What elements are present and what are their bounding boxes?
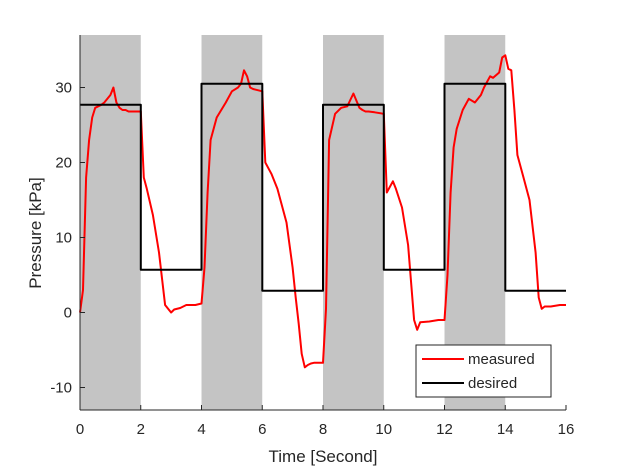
y-tick-label: 20 [55,155,72,172]
ticks: 0 2 4 6 8 10 12 14 16 -10 0 10 20 30 [50,80,574,439]
x-tick-label: 8 [319,421,327,438]
x-axis-label: Time [Second] [269,447,378,466]
y-axis-label: Pressure [kPa] [26,177,45,289]
y-tick-label: 0 [64,305,72,322]
shaded-interval-2 [323,35,384,410]
x-tick-label: 12 [436,421,453,438]
shaded-interval-1 [201,35,263,410]
x-tick-label: 4 [197,421,205,438]
y-tick-label: -10 [50,380,72,397]
x-tick-label: 0 [76,421,84,438]
legend: measured desired [415,344,552,398]
y-tick-label: 10 [55,230,72,247]
shaded-interval-0 [80,35,141,410]
x-tick-label: 16 [558,421,575,438]
y-tick-label: 30 [55,80,72,97]
x-tick-label: 10 [375,421,392,438]
x-tick-label: 6 [258,421,266,438]
series-line-desired [80,82,566,292]
x-tick-label: 14 [497,421,514,438]
x-tick-label: 2 [137,421,145,438]
legend-label-desired: desired [468,375,517,392]
legend-box [415,344,552,398]
series-lines [79,54,566,369]
legend-label-measured: measured [468,351,535,368]
